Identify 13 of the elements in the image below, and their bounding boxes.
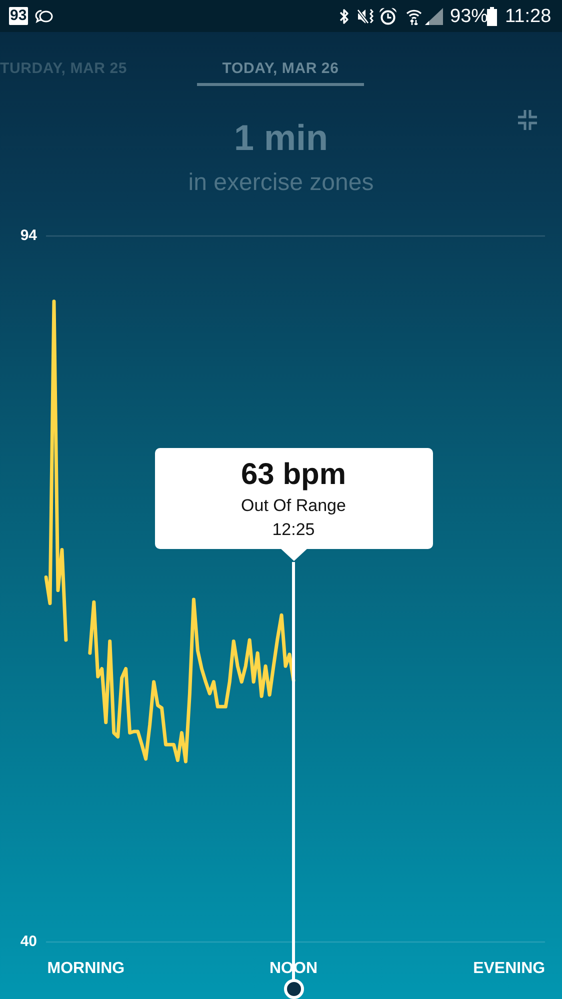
text: 93 [9, 7, 28, 25]
chart-title: 1 min [232, 117, 330, 158]
annotation: 12:25 [272, 519, 315, 540]
x-tick-label: MORNING [47, 960, 125, 978]
text: 11:28 [505, 6, 552, 28]
text: TODAY, MAR 26 [222, 60, 339, 78]
chart-subtitle: in exercise zones [187, 168, 375, 198]
annotation: 63 bpm [240, 458, 346, 492]
annotation: Out Of Range [241, 495, 346, 516]
y-tick-label: 40 [20, 933, 37, 950]
text: 93% [450, 6, 488, 28]
x-tick-label: EVENING [473, 960, 546, 978]
y-tick-label: 94 [20, 227, 38, 244]
